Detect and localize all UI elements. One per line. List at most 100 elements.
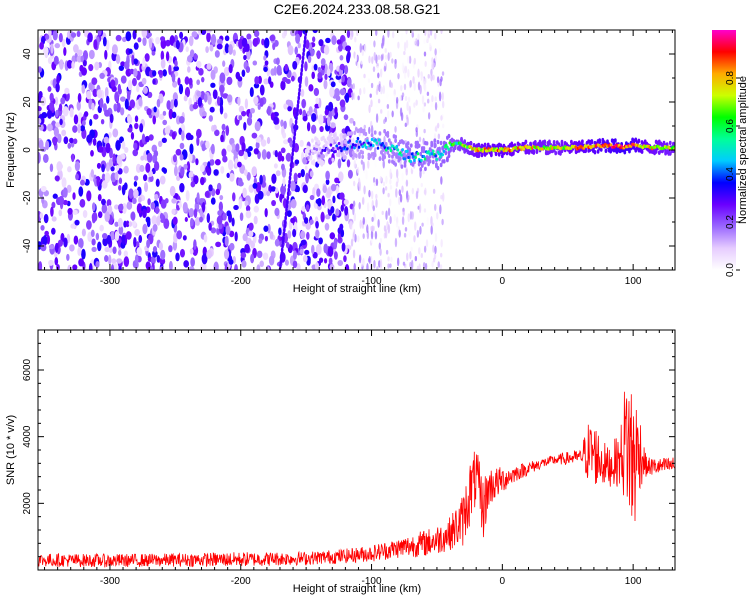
heatmap-cell — [223, 66, 230, 77]
heatmap-cell — [373, 213, 376, 221]
heatmap-cell — [48, 244, 55, 250]
heatmap-cell — [298, 87, 301, 93]
heatmap-cell — [331, 146, 335, 151]
heatmap-cell — [212, 89, 218, 100]
heatmap-cell — [125, 231, 132, 240]
heatmap-cell — [303, 217, 309, 224]
x-tick-label: 100 — [625, 276, 642, 287]
heatmap-cell — [233, 204, 239, 211]
heatmap-cell — [301, 55, 305, 61]
heatmap-cell — [424, 60, 427, 68]
heatmap-cell — [91, 102, 95, 111]
heatmap-cell — [241, 142, 246, 152]
heatmap-cell — [430, 140, 434, 146]
heatmap-cell — [145, 261, 151, 270]
heatmap-cell — [407, 96, 411, 103]
heatmap-cell — [55, 109, 59, 118]
heatmap-cell — [110, 264, 115, 270]
heatmap-cell — [106, 95, 110, 104]
heatmap-cell — [439, 140, 443, 146]
heatmap-cell — [48, 102, 55, 111]
heatmap-cell — [408, 105, 412, 115]
heatmap-cell — [439, 264, 443, 270]
figure-title: C2E6.2024.233.08.58.G21 — [274, 1, 441, 17]
heatmap-cell — [40, 224, 45, 231]
heatmap-cell — [415, 38, 418, 47]
heatmap-cell — [296, 107, 299, 113]
heatmap-cell — [665, 142, 669, 147]
heatmap-cell — [219, 194, 224, 201]
heatmap-cell — [172, 216, 178, 226]
heatmap-cell — [386, 133, 390, 138]
heatmap-cell — [391, 110, 394, 118]
heatmap-cell — [293, 127, 297, 133]
heatmap-cell — [381, 37, 385, 47]
heatmap-cell — [222, 155, 228, 163]
heatmap-cell — [389, 198, 392, 207]
heatmap-cell — [359, 88, 362, 96]
heatmap-cell — [238, 181, 244, 187]
heatmap-cell — [284, 259, 289, 266]
heatmap-cell — [436, 76, 440, 84]
heatmap-cell — [364, 131, 368, 137]
heatmap-cell — [255, 141, 260, 149]
heatmap-cell — [317, 139, 321, 145]
heatmap-cell — [259, 260, 264, 268]
heatmap-cell — [311, 71, 315, 80]
heatmap-cell — [378, 83, 381, 93]
heatmap-cell — [208, 115, 213, 122]
heatmap-cell — [317, 154, 321, 158]
heatmap-cell — [232, 49, 236, 56]
heatmap-cell — [108, 254, 112, 265]
heatmap-cell — [362, 216, 366, 225]
heatmap-cell — [101, 173, 106, 182]
heatmap-cell — [285, 99, 292, 106]
heatmap-cell — [435, 162, 438, 167]
heatmap-cell — [343, 255, 347, 263]
heatmap-cell — [348, 146, 354, 158]
heatmap-cell — [116, 154, 123, 165]
heatmap-cell — [196, 192, 200, 204]
heatmap-cell — [376, 266, 379, 270]
heatmap-cell — [95, 261, 100, 268]
heatmap-cell — [285, 78, 291, 85]
heatmap-cell — [97, 30, 102, 36]
heatmap-cell — [251, 166, 258, 177]
heatmap-cell — [250, 253, 255, 264]
heatmap-cell — [303, 39, 307, 45]
heatmap-cell — [142, 208, 147, 219]
heatmap-cell — [404, 65, 408, 74]
heatmap-cell — [396, 148, 400, 152]
heatmap-cell — [201, 201, 206, 213]
heatmap-cell — [318, 114, 324, 125]
heatmap-cell — [387, 207, 391, 217]
heatmap-cell — [442, 192, 445, 202]
heatmap-cell — [329, 232, 336, 240]
heatmap-cell — [180, 166, 185, 177]
heatmap-cell — [82, 50, 89, 61]
heatmap-cell — [205, 30, 212, 34]
heatmap-cell — [489, 150, 493, 156]
snr-xlabel: Height of straight line (km) — [293, 583, 421, 595]
heatmap-cell — [258, 238, 263, 244]
heatmap-cell — [329, 132, 333, 137]
heatmap-cell — [283, 30, 288, 37]
heatmap-cell — [300, 67, 304, 73]
heatmap-cell — [117, 249, 122, 256]
heatmap-cell — [86, 90, 92, 100]
heatmap-cell — [54, 257, 59, 266]
heatmap-cell — [411, 223, 414, 228]
heatmap-cell — [324, 73, 328, 81]
heatmap-cell — [406, 56, 410, 64]
heatmap-cell — [318, 237, 323, 245]
heatmap-cell — [188, 77, 193, 86]
heatmap-cell — [302, 47, 306, 53]
heatmap-cell — [460, 136, 463, 142]
heatmap-cell — [584, 148, 587, 154]
heatmap-cell — [300, 63, 304, 69]
heatmap-cell — [305, 39, 310, 50]
heatmap-cell — [360, 59, 363, 65]
heatmap-cell — [394, 138, 398, 143]
heatmap-cell — [82, 120, 86, 126]
heatmap-cell — [387, 192, 390, 198]
